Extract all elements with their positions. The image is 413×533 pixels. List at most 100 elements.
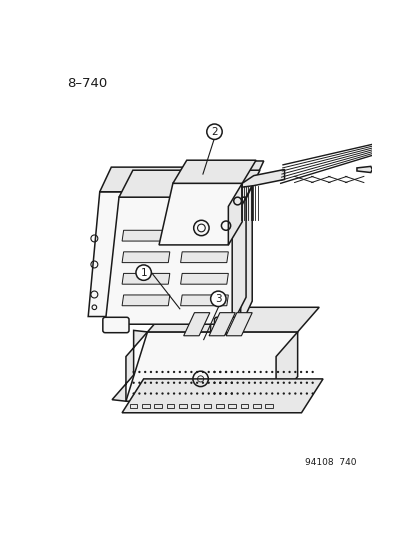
- Polygon shape: [122, 379, 322, 413]
- Circle shape: [150, 392, 152, 394]
- Circle shape: [253, 392, 256, 394]
- FancyBboxPatch shape: [214, 317, 240, 333]
- Circle shape: [150, 382, 152, 384]
- Circle shape: [247, 392, 250, 394]
- Circle shape: [236, 371, 238, 373]
- Circle shape: [276, 382, 278, 384]
- Circle shape: [305, 382, 307, 384]
- Circle shape: [206, 124, 222, 140]
- Circle shape: [224, 371, 227, 373]
- Polygon shape: [216, 403, 223, 408]
- Circle shape: [213, 371, 215, 373]
- Circle shape: [288, 371, 290, 373]
- Circle shape: [236, 382, 238, 384]
- Polygon shape: [180, 295, 228, 306]
- Circle shape: [218, 371, 221, 373]
- Circle shape: [132, 382, 135, 384]
- Circle shape: [230, 382, 233, 384]
- Circle shape: [138, 382, 140, 384]
- Polygon shape: [154, 403, 162, 408]
- Text: 8–740: 8–740: [66, 77, 107, 90]
- Polygon shape: [88, 192, 218, 317]
- Circle shape: [271, 382, 273, 384]
- Polygon shape: [122, 295, 169, 306]
- Circle shape: [288, 392, 290, 394]
- Circle shape: [132, 392, 135, 394]
- Circle shape: [178, 371, 180, 373]
- Circle shape: [276, 392, 278, 394]
- Circle shape: [311, 392, 313, 394]
- Circle shape: [167, 371, 169, 373]
- Circle shape: [265, 392, 267, 394]
- Polygon shape: [105, 197, 245, 324]
- Circle shape: [253, 382, 256, 384]
- Polygon shape: [173, 160, 256, 183]
- Circle shape: [253, 371, 256, 373]
- Circle shape: [207, 371, 209, 373]
- Circle shape: [218, 382, 221, 384]
- Circle shape: [236, 392, 238, 394]
- Circle shape: [155, 371, 157, 373]
- Circle shape: [265, 382, 267, 384]
- Circle shape: [218, 371, 221, 373]
- Circle shape: [161, 382, 163, 384]
- Circle shape: [224, 392, 227, 394]
- Circle shape: [167, 382, 169, 384]
- Polygon shape: [122, 252, 169, 263]
- Text: 1: 1: [140, 268, 147, 278]
- Circle shape: [259, 392, 261, 394]
- Circle shape: [230, 392, 233, 394]
- Polygon shape: [252, 403, 260, 408]
- Circle shape: [276, 371, 278, 373]
- Circle shape: [207, 392, 209, 394]
- Circle shape: [230, 382, 233, 384]
- Circle shape: [224, 382, 227, 384]
- Polygon shape: [142, 403, 150, 408]
- Polygon shape: [265, 403, 272, 408]
- Polygon shape: [112, 330, 147, 401]
- Circle shape: [155, 392, 157, 394]
- Polygon shape: [191, 403, 199, 408]
- Circle shape: [247, 371, 250, 373]
- Circle shape: [213, 392, 215, 394]
- Circle shape: [167, 392, 169, 394]
- Circle shape: [294, 382, 296, 384]
- Polygon shape: [240, 403, 248, 408]
- Polygon shape: [100, 167, 230, 192]
- Circle shape: [190, 392, 192, 394]
- Circle shape: [213, 382, 215, 384]
- Circle shape: [195, 371, 198, 373]
- Circle shape: [282, 382, 284, 384]
- Polygon shape: [211, 185, 252, 326]
- Circle shape: [190, 382, 192, 384]
- Circle shape: [282, 392, 284, 394]
- Polygon shape: [209, 313, 235, 336]
- Polygon shape: [180, 252, 228, 263]
- Circle shape: [201, 382, 204, 384]
- Polygon shape: [129, 403, 137, 408]
- Polygon shape: [242, 169, 284, 187]
- Polygon shape: [228, 183, 242, 245]
- Circle shape: [173, 392, 175, 394]
- Circle shape: [135, 265, 151, 280]
- Circle shape: [282, 371, 284, 373]
- Circle shape: [271, 392, 273, 394]
- Circle shape: [218, 392, 221, 394]
- Polygon shape: [180, 230, 228, 241]
- Circle shape: [230, 371, 233, 373]
- Circle shape: [247, 382, 250, 384]
- Polygon shape: [183, 313, 209, 336]
- Circle shape: [242, 371, 244, 373]
- Polygon shape: [179, 403, 186, 408]
- Circle shape: [259, 371, 261, 373]
- Circle shape: [190, 371, 192, 373]
- Polygon shape: [122, 230, 169, 241]
- Circle shape: [213, 392, 215, 394]
- Circle shape: [184, 371, 186, 373]
- Circle shape: [207, 382, 209, 384]
- Text: 94108  740: 94108 740: [305, 458, 356, 467]
- Polygon shape: [223, 161, 263, 185]
- Circle shape: [138, 371, 140, 373]
- FancyBboxPatch shape: [102, 317, 129, 333]
- Polygon shape: [228, 403, 235, 408]
